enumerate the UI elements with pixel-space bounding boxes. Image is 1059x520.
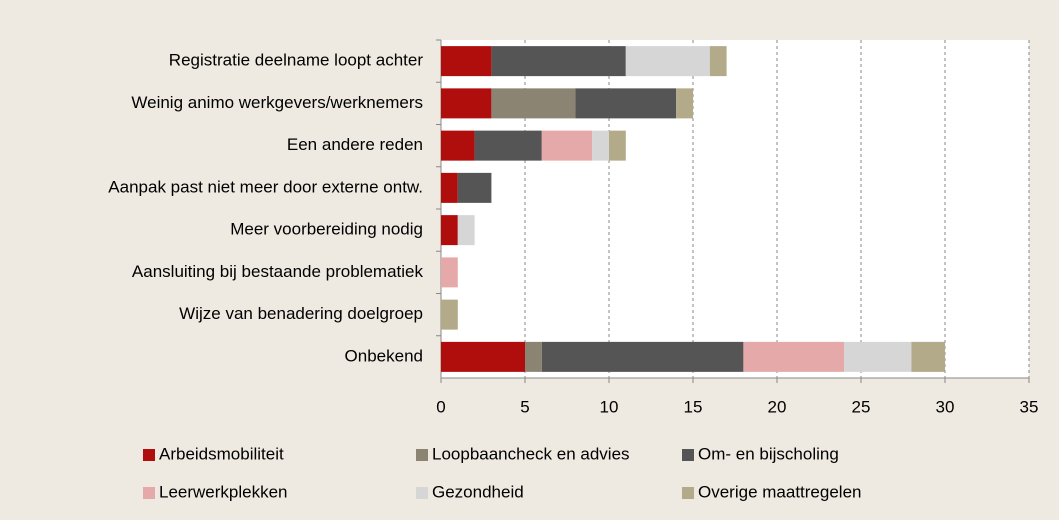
- x-tick-label: 35: [1020, 397, 1039, 416]
- y-tick-label: Meer voorbereiding nodig: [230, 220, 423, 239]
- x-tick-label: 30: [936, 397, 955, 416]
- bar-segment: [441, 46, 492, 77]
- y-tick-label: Weinig animo werkgevers/werknemers: [131, 93, 423, 112]
- bar-segment: [457, 172, 492, 203]
- legend-label: Arbeidsmobiliteit: [159, 444, 284, 463]
- legend-swatch: [143, 487, 155, 499]
- bar-segment: [441, 215, 458, 246]
- x-tick-label: 10: [600, 397, 619, 416]
- x-tick-label: 15: [684, 397, 703, 416]
- legend-swatch: [682, 449, 694, 461]
- bar-segment: [541, 341, 744, 372]
- y-tick-label: Wijze van benadering doelgroep: [179, 304, 423, 323]
- bar-segment: [441, 172, 458, 203]
- y-tick-label: Een andere reden: [287, 135, 423, 154]
- legend-label: Gezondheid: [432, 482, 524, 501]
- y-tick-label: Registratie deelname loopt achter: [169, 51, 424, 70]
- bar-segment: [441, 130, 475, 161]
- legend-swatch: [682, 487, 694, 499]
- bar-segment: [592, 130, 609, 161]
- bar-segment: [441, 257, 458, 288]
- legend-label: Overige maattregelen: [698, 482, 861, 501]
- bar-segment: [525, 341, 542, 372]
- bar-segment: [625, 46, 710, 77]
- y-tick-label: Aanpak past niet meer door externe ontw.: [108, 177, 423, 196]
- bar-segment: [676, 88, 693, 119]
- bar-segment: [457, 215, 475, 246]
- bar-segment: [441, 341, 525, 372]
- x-tick-label: 20: [768, 397, 787, 416]
- bar-segment: [609, 130, 626, 161]
- bar-segment: [709, 46, 727, 77]
- y-tick-label: Aansluiting bij bestaande problematiek: [132, 262, 424, 281]
- bar-segment: [491, 88, 576, 119]
- bar-segment: [911, 341, 945, 372]
- bar-segment: [441, 299, 458, 330]
- bar-segment: [575, 88, 677, 119]
- bar-segment: [474, 130, 542, 161]
- x-tick-label: 0: [436, 397, 445, 416]
- x-tick-label: 5: [520, 397, 529, 416]
- bar-segment: [491, 46, 626, 77]
- legend-label: Leerwerkplekken: [159, 482, 288, 501]
- legend-label: Om- en bijscholing: [698, 444, 839, 463]
- bar-segment: [441, 88, 492, 119]
- legend-swatch: [416, 487, 428, 499]
- bar-segment: [743, 341, 845, 372]
- y-tick-label: Onbekend: [345, 346, 423, 365]
- x-tick-label: 25: [852, 397, 871, 416]
- legend-label: Loopbaancheck en advies: [432, 444, 630, 463]
- bar-segment: [844, 341, 912, 372]
- legend-swatch: [143, 449, 155, 461]
- legend-swatch: [416, 449, 428, 461]
- bar-segment: [541, 130, 593, 161]
